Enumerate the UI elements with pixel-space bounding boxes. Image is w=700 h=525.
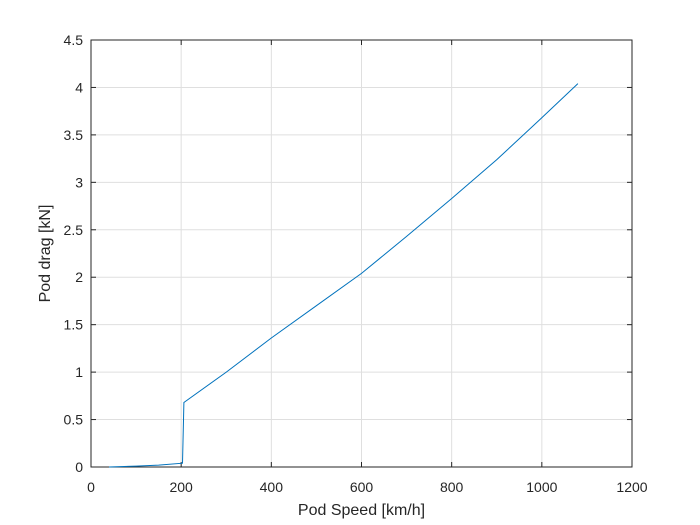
y-tick-labels: 0 0.5 1 1.5 2 2.5 3 3.5 4 4.5 xyxy=(64,32,84,475)
drag-curve xyxy=(108,83,579,468)
y-tick-label: 1 xyxy=(75,364,83,380)
y-tick-label: 4 xyxy=(75,79,83,95)
y-tick-label: 3 xyxy=(75,174,83,190)
axis-ticks xyxy=(90,39,633,468)
y-tick-label: 2 xyxy=(75,269,83,285)
x-tick-label: 1000 xyxy=(526,479,557,495)
y-tick-label: 0.5 xyxy=(64,412,84,428)
x-tick-label: 600 xyxy=(350,479,374,495)
x-tick-label: 0 xyxy=(87,479,95,495)
x-tick-label: 200 xyxy=(169,479,193,495)
x-tick-label: 400 xyxy=(260,479,284,495)
y-tick-label: 4.5 xyxy=(64,32,84,48)
grid-lines xyxy=(90,39,633,468)
x-tick-labels: 0 200 400 600 800 1000 1200 xyxy=(87,479,648,495)
y-tick-label: 3.5 xyxy=(64,127,84,143)
x-tick-label: 1200 xyxy=(616,479,647,495)
x-axis-label: Pod Speed [km/h] xyxy=(298,502,425,519)
y-tick-label: 1.5 xyxy=(64,317,84,333)
y-tick-label: 2.5 xyxy=(64,222,84,238)
x-tick-label: 800 xyxy=(440,479,464,495)
y-tick-label: 0 xyxy=(75,459,83,475)
y-axis-label: Pod drag [kN] xyxy=(37,205,54,303)
